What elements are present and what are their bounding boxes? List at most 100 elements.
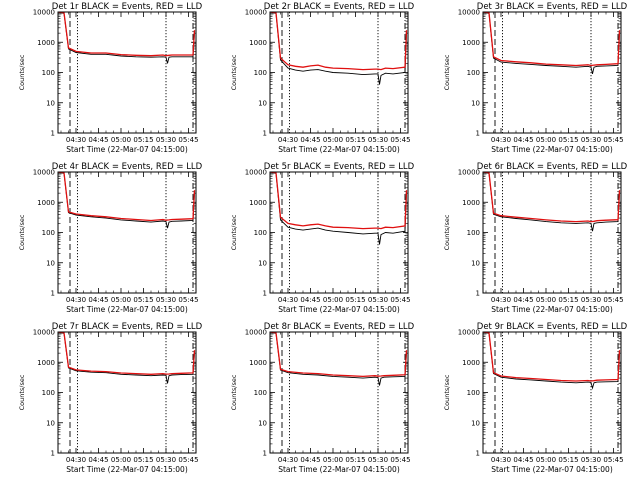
x-tick-label: 04:45 bbox=[88, 456, 108, 464]
series-line-lld bbox=[58, 172, 196, 222]
series-line-events bbox=[270, 332, 407, 386]
x-axis-label: Start Time (22-Mar-07 04:15:00) bbox=[278, 305, 400, 314]
y-tick-label: 10 bbox=[258, 99, 267, 107]
y-tick-label: 100 bbox=[254, 229, 267, 237]
chart-panel-8: Det 8r BLACK = Events, RED = LLD Counts/s… bbox=[230, 322, 415, 474]
x-tick-label: 05:15 bbox=[133, 456, 153, 464]
x-tick-label: 05:45 bbox=[603, 456, 623, 464]
x-tick-label: 05:30 bbox=[156, 296, 176, 304]
y-tick-label: 10 bbox=[258, 259, 267, 267]
y-tick-label: 1000 bbox=[37, 359, 55, 367]
y-tick-label: 1 bbox=[263, 130, 267, 138]
x-tick-label: 05:30 bbox=[368, 296, 388, 304]
y-tick-label: 1000 bbox=[462, 199, 480, 207]
y-tick-label: 1000 bbox=[249, 39, 267, 47]
y-tick-label: 1 bbox=[51, 130, 55, 138]
chart-title: Det 8r BLACK = Events, RED = LLD bbox=[264, 322, 415, 332]
chart-panel-6: Det 6r BLACK = Events, RED = LLD Counts/s… bbox=[443, 162, 628, 314]
plot-frame bbox=[269, 171, 409, 294]
y-tick-label: 10 bbox=[46, 419, 55, 427]
x-tick-label: 05:15 bbox=[345, 456, 365, 464]
chart-title: Det 5r BLACK = Events, RED = LLD bbox=[264, 162, 415, 172]
chart-title: Det 7r BLACK = Events, RED = LLD bbox=[52, 322, 203, 332]
series-line-events bbox=[270, 172, 407, 245]
x-axis-label: Start Time (22-Mar-07 04:15:00) bbox=[491, 465, 613, 474]
x-tick-label: 04:30 bbox=[278, 136, 298, 144]
x-tick-label: 05:15 bbox=[133, 296, 153, 304]
x-tick-label: 05:00 bbox=[536, 456, 556, 464]
series-line-events bbox=[270, 12, 407, 85]
x-axis-label: Start Time (22-Mar-07 04:15:00) bbox=[66, 305, 188, 314]
x-tick-label: 05:45 bbox=[390, 296, 410, 304]
series-line-events bbox=[483, 172, 620, 232]
x-tick-label: 04:30 bbox=[66, 136, 86, 144]
x-tick-label: 05:00 bbox=[111, 456, 131, 464]
y-tick-label: 10000 bbox=[245, 9, 267, 17]
y-tick-label: 100 bbox=[467, 389, 480, 397]
series-line-events bbox=[483, 12, 620, 74]
y-tick-label: 10 bbox=[46, 259, 55, 267]
x-tick-label: 05:00 bbox=[323, 136, 343, 144]
x-tick-label: 05:30 bbox=[368, 456, 388, 464]
chart-panel-1: Det 1r BLACK = Events, RED = LLD Counts/s… bbox=[18, 2, 203, 154]
plot-frame bbox=[269, 11, 409, 134]
y-tick-label: 1000 bbox=[462, 39, 480, 47]
x-tick-label: 04:45 bbox=[513, 296, 533, 304]
y-axis-label: Counts/sec bbox=[443, 214, 451, 250]
y-tick-label: 1 bbox=[51, 290, 55, 298]
x-tick-label: 05:30 bbox=[368, 136, 388, 144]
series-line-lld bbox=[483, 332, 621, 382]
y-tick-label: 10000 bbox=[458, 169, 480, 177]
y-axis-label: Counts/sec bbox=[230, 214, 238, 250]
chart-panel-5: Det 5r BLACK = Events, RED = LLD Counts/s… bbox=[230, 162, 415, 314]
y-tick-label: 1000 bbox=[37, 199, 55, 207]
x-tick-label: 04:30 bbox=[278, 456, 298, 464]
series-line-events bbox=[58, 172, 195, 229]
chart-title: Det 4r BLACK = Events, RED = LLD bbox=[52, 162, 203, 172]
x-tick-label: 05:15 bbox=[345, 136, 365, 144]
y-tick-label: 100 bbox=[42, 69, 55, 77]
y-tick-label: 100 bbox=[42, 389, 55, 397]
series-line-lld bbox=[270, 12, 408, 71]
y-tick-label: 100 bbox=[467, 69, 480, 77]
y-axis-label: Counts/sec bbox=[443, 54, 451, 90]
x-tick-label: 05:15 bbox=[558, 456, 578, 464]
chart-title: Det 9r BLACK = Events, RED = LLD bbox=[477, 322, 628, 332]
chart-title: Det 3r BLACK = Events, RED = LLD bbox=[477, 2, 628, 12]
x-tick-label: 05:30 bbox=[156, 136, 176, 144]
x-axis-label: Start Time (22-Mar-07 04:15:00) bbox=[66, 145, 188, 154]
y-tick-label: 1 bbox=[263, 450, 267, 458]
chart-panel-2: Det 2r BLACK = Events, RED = LLD Counts/s… bbox=[230, 2, 415, 154]
x-axis-label: Start Time (22-Mar-07 04:15:00) bbox=[66, 465, 188, 474]
series-line-lld bbox=[483, 172, 621, 223]
x-tick-label: 05:30 bbox=[581, 136, 601, 144]
x-tick-label: 05:45 bbox=[390, 456, 410, 464]
x-tick-label: 04:45 bbox=[88, 296, 108, 304]
x-tick-label: 05:45 bbox=[390, 136, 410, 144]
y-tick-label: 1000 bbox=[249, 199, 267, 207]
y-tick-label: 10000 bbox=[245, 329, 267, 337]
y-tick-label: 1000 bbox=[249, 359, 267, 367]
series-line-lld bbox=[270, 172, 408, 230]
y-tick-label: 1000 bbox=[462, 359, 480, 367]
y-axis-label: Counts/sec bbox=[230, 54, 238, 90]
x-tick-label: 05:15 bbox=[345, 296, 365, 304]
x-tick-label: 05:45 bbox=[603, 136, 623, 144]
y-tick-label: 100 bbox=[254, 69, 267, 77]
x-tick-label: 05:00 bbox=[111, 136, 131, 144]
y-tick-label: 10000 bbox=[458, 329, 480, 337]
chart-panel-3: Det 3r BLACK = Events, RED = LLD Counts/s… bbox=[443, 2, 628, 154]
y-axis-label: Counts/sec bbox=[18, 54, 26, 90]
x-tick-label: 05:30 bbox=[581, 456, 601, 464]
y-tick-label: 100 bbox=[467, 229, 480, 237]
x-tick-label: 04:30 bbox=[66, 296, 86, 304]
y-tick-label: 1 bbox=[51, 450, 55, 458]
x-tick-label: 05:00 bbox=[323, 296, 343, 304]
y-tick-label: 10000 bbox=[458, 9, 480, 17]
series-line-events bbox=[483, 332, 620, 390]
x-tick-label: 05:00 bbox=[323, 456, 343, 464]
x-tick-label: 05:45 bbox=[603, 296, 623, 304]
y-tick-label: 10000 bbox=[33, 329, 55, 337]
plot-frame bbox=[57, 11, 197, 134]
